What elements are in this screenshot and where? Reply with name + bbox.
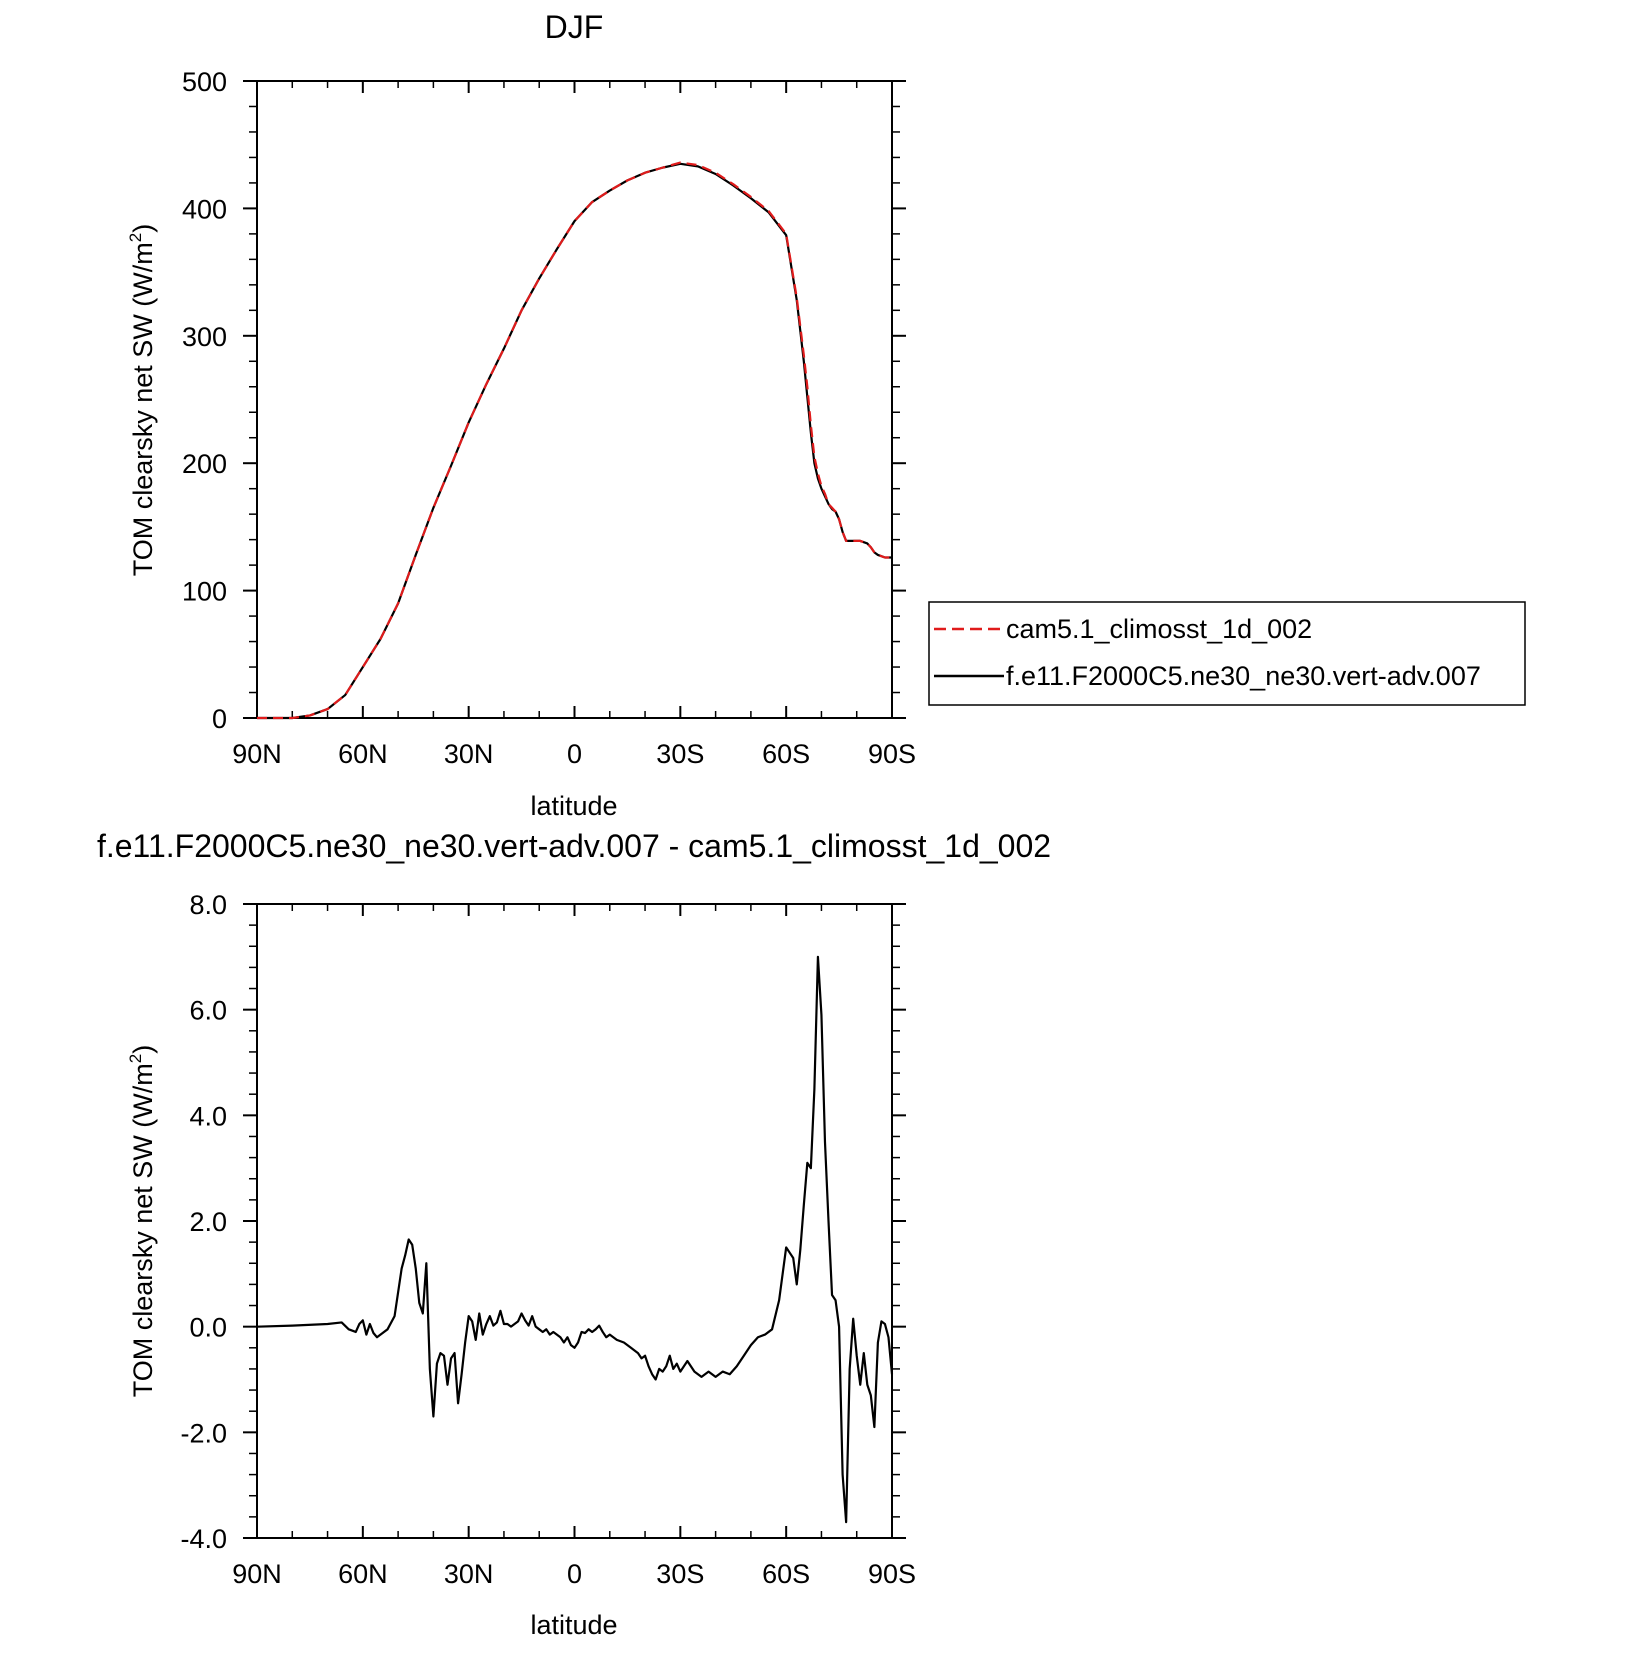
top-x-tick-label: 30N bbox=[444, 739, 494, 769]
legend-box bbox=[928, 601, 1526, 706]
top-chart-title: DJF bbox=[545, 9, 604, 45]
top-x-tick-label: 90S bbox=[868, 739, 916, 769]
bottom-ticks: 90N 60N 30N 0 30S 60S 90S -4.0 -2.0 0.0 2.0 4.0 6.0 8… bbox=[180, 890, 916, 1589]
bottom-x-tick-label: 0 bbox=[567, 1559, 582, 1589]
bottom-chart-title: f.e11.F2000C5.ne30_ne30.vert-adv.007 - c… bbox=[97, 828, 1051, 864]
bottom-x-tick-label: 60N bbox=[338, 1559, 388, 1589]
top-y-tick-label: 500 bbox=[182, 67, 227, 97]
top-y-tick-label: 300 bbox=[182, 322, 227, 352]
bottom-y-label-close: ) bbox=[128, 1045, 158, 1054]
top-x-tick-label: 90N bbox=[232, 739, 282, 769]
top-series-group bbox=[257, 161, 892, 720]
bottom-y-axis-label: TOM clearsky net SW (W/m2) bbox=[126, 1045, 158, 1398]
top-y-tick-label: 400 bbox=[182, 194, 227, 224]
top-panel: DJF 90N 60N 30N 0 30S 60S 90S0100200300400500 … bbox=[126, 9, 1526, 821]
bottom-y-tick-label: 8.0 bbox=[189, 890, 227, 920]
top-x-tick-label: 30S bbox=[656, 739, 704, 769]
bottom-series-group bbox=[256, 955, 894, 1524]
top-y-tick-label: 0 bbox=[212, 704, 227, 734]
bottom-panel: f.e11.F2000C5.ne30_ne30.vert-adv.007 - c… bbox=[97, 828, 1051, 1640]
legend-label-cam5: cam5.1_climosst_1d_002 bbox=[1006, 614, 1312, 644]
bottom-series-line-0 bbox=[256, 955, 894, 1524]
bottom-x-tick-label: 90N bbox=[232, 1559, 282, 1589]
bottom-y-label-main: TOM clearsky net SW (W/m bbox=[128, 1063, 158, 1397]
top-y-label-sup: 2 bbox=[126, 233, 145, 242]
bottom-y-tick-label: 4.0 bbox=[189, 1101, 227, 1131]
bottom-x-tick-label: 90S bbox=[868, 1559, 916, 1589]
bottom-y-tick-label: -4.0 bbox=[180, 1524, 227, 1554]
top-series-line-0 bbox=[257, 161, 892, 720]
top-x-tick-label: 0 bbox=[567, 739, 582, 769]
legend: cam5.1_climosst_1d_002 f.e11.F2000C5.ne3… bbox=[928, 601, 1526, 706]
top-gridless-ticks: 90N 60N 30N 0 30S 60S 90S 0 100 200 300 400 500 bbox=[182, 67, 916, 769]
top-y-label-close: ) bbox=[128, 224, 158, 233]
top-x-tick-label: 60N bbox=[338, 739, 388, 769]
top-plot-frame bbox=[256, 80, 893, 719]
top-y-tick-label: 200 bbox=[182, 449, 227, 479]
bottom-x-tick-label: 30N bbox=[444, 1559, 494, 1589]
top-y-tick-label: 100 bbox=[182, 577, 227, 607]
bottom-plot-frame bbox=[256, 903, 893, 1539]
top-x-tick-label: 60S bbox=[762, 739, 810, 769]
bottom-y-tick-label: 0.0 bbox=[189, 1313, 227, 1343]
top-series-line-1 bbox=[257, 162, 892, 720]
legend-label-fe11: f.e11.F2000C5.ne30_ne30.vert-adv.007 bbox=[1006, 661, 1481, 691]
bottom-y-tick-label: 2.0 bbox=[189, 1207, 227, 1237]
top-y-axis-label: TOM clearsky net SW (W/m2) bbox=[126, 224, 158, 577]
top-y-label-main: TOM clearsky net SW (W/m bbox=[128, 242, 158, 576]
bottom-x-tick-label: 60S bbox=[762, 1559, 810, 1589]
bottom-y-tick-label: -2.0 bbox=[180, 1418, 227, 1448]
top-x-axis-label: latitude bbox=[530, 791, 617, 821]
bottom-y-tick-label: 6.0 bbox=[189, 996, 227, 1026]
bottom-x-tick-label: 30S bbox=[656, 1559, 704, 1589]
bottom-y-label-sup: 2 bbox=[126, 1054, 145, 1063]
bottom-x-axis-label: latitude bbox=[530, 1610, 617, 1640]
